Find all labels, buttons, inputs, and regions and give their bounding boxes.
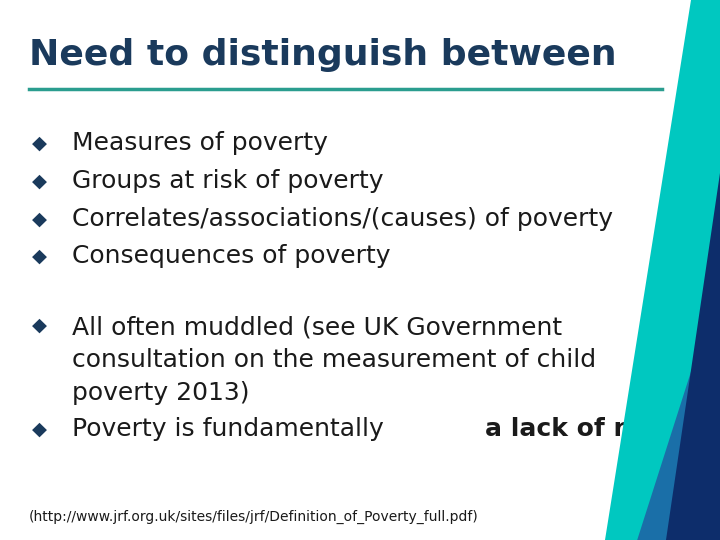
Polygon shape bbox=[637, 205, 720, 540]
Text: Groups at risk of poverty: Groups at risk of poverty bbox=[72, 169, 384, 193]
Polygon shape bbox=[605, 0, 720, 540]
Polygon shape bbox=[666, 173, 720, 540]
Text: Need to distinguish between: Need to distinguish between bbox=[29, 38, 616, 72]
Text: All often muddled (see UK Government
consultation on the measurement of child
po: All often muddled (see UK Government con… bbox=[72, 316, 596, 405]
Text: ◆: ◆ bbox=[32, 133, 47, 153]
Text: ◆: ◆ bbox=[32, 209, 47, 228]
Text: ◆: ◆ bbox=[32, 247, 47, 266]
Text: Consequences of poverty: Consequences of poverty bbox=[72, 245, 390, 268]
Text: a lack of resources: a lack of resources bbox=[485, 417, 720, 441]
Text: ◆: ◆ bbox=[32, 171, 47, 191]
Text: Correlates/associations/(causes) of poverty: Correlates/associations/(causes) of pove… bbox=[72, 207, 613, 231]
Text: Measures of poverty: Measures of poverty bbox=[72, 131, 328, 155]
Text: ◆: ◆ bbox=[32, 420, 47, 439]
Text: (http://www.jrf.org.uk/sites/files/jrf/Definition_of_Poverty_full.pdf): (http://www.jrf.org.uk/sites/files/jrf/D… bbox=[29, 510, 479, 524]
Text: Poverty is fundamentally: Poverty is fundamentally bbox=[72, 417, 392, 441]
Text: ◆: ◆ bbox=[32, 316, 47, 335]
